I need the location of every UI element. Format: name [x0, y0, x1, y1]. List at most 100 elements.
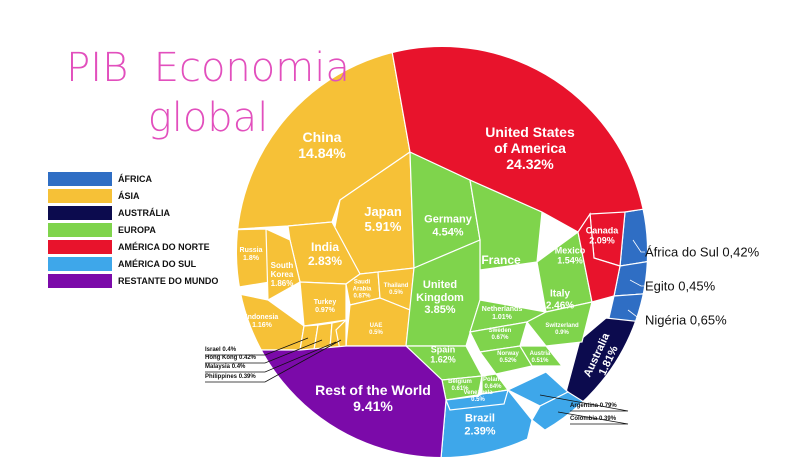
cell-label: Switzerland 0.9% — [545, 323, 578, 337]
cell-name: Switzerland — [545, 323, 579, 330]
cell-name: Italy — [549, 288, 571, 300]
legend-swatch — [48, 274, 112, 288]
cell-value: 2.09% — [589, 236, 615, 246]
legend-swatch — [48, 223, 112, 237]
cell-name: Brazil — [465, 412, 495, 425]
cell-value: 1.16% — [252, 322, 272, 329]
cell-value: 0.42% — [239, 355, 257, 361]
cell-name: África do Sul — [645, 244, 719, 260]
callout-line — [632, 239, 645, 253]
cells — [236, 46, 648, 458]
legend-swatch — [48, 257, 112, 271]
cell-value: 0.5% — [471, 397, 485, 403]
cell-label: Canada 2.09% — [586, 226, 619, 247]
cell-label: China 14.84% — [298, 129, 345, 161]
cell-name: Poland — [482, 377, 504, 384]
callout-line — [629, 279, 645, 287]
cell-value: 0.4% — [231, 364, 246, 370]
cell-label: Sweden 0.67% — [489, 328, 512, 342]
cell-name: Egito — [645, 278, 675, 294]
cell-label: Italy 2.46% — [546, 289, 574, 312]
cell-label: Japan 5.91% — [364, 204, 402, 235]
legend-label: AMÉRICA DO NORTE — [118, 242, 210, 252]
outline — [235, 45, 649, 459]
cell-name: Venezuela — [463, 390, 493, 397]
legend-swatch — [48, 240, 112, 254]
cell-value: 0.9% — [555, 330, 569, 336]
cell-label: Austria 0.51% — [530, 351, 551, 365]
cell-value: 1.8% — [243, 255, 259, 262]
cell-label: Brazil 2.39% — [464, 412, 495, 437]
cell-name: UAE — [369, 323, 383, 330]
cell-value: 0.51% — [531, 358, 549, 364]
cell-label: Russia 1.8% — [240, 247, 263, 263]
cell-value: 0,42% — [722, 244, 760, 260]
cell-label: Germany 4.54% — [424, 213, 472, 238]
cell-name: Colombia — [570, 416, 598, 422]
cell-value: 0.39% — [599, 416, 617, 422]
cell-value: 0.79% — [599, 403, 617, 409]
callout-line — [205, 339, 342, 383]
callout-label: Israel 0.4% — [205, 347, 236, 353]
cell-label: Poland 0.64% — [483, 377, 503, 391]
callout-label: Philippines 0.39% — [205, 374, 256, 380]
callout-label: Argentina 0.79% — [570, 403, 617, 409]
cell-name: Israel — [205, 347, 221, 353]
cell — [526, 301, 593, 347]
cell-label: Spain 1.62% — [430, 345, 456, 366]
cell-value: 0.52% — [499, 358, 517, 364]
callout-label: Hong Kong 0.42% — [205, 355, 256, 361]
callout-line — [557, 411, 629, 425]
cell — [577, 212, 621, 303]
cell-value: 14.84% — [298, 145, 346, 161]
callout-label: Colombia 0.39% — [570, 416, 616, 422]
cell-name: Mexico — [554, 245, 586, 256]
callout-line — [205, 337, 309, 356]
cell-name: Malaysia — [205, 364, 231, 370]
cell-value: 5.91% — [364, 219, 402, 234]
cell-name: United Kingdom — [416, 279, 464, 304]
cell-label: UAE 0.5% — [369, 323, 383, 337]
cell-name: Russia — [239, 246, 263, 254]
cell-value: 0,45% — [678, 278, 716, 294]
cell-value: 0.61% — [451, 386, 469, 392]
legend-label: RESTANTE DO MUNDO — [118, 276, 219, 286]
cell-label: Belgium 0.61% — [448, 379, 472, 393]
cell-value: 3.85% — [424, 304, 456, 317]
cell-label: United Kingdom 3.85% — [416, 279, 464, 317]
cell-value: 1.54% — [557, 256, 583, 266]
cell — [518, 345, 564, 367]
cell-name: Austria — [529, 351, 551, 358]
cell-label: Mexico 1.54% — [555, 246, 586, 267]
legend-label: AUSTRÁLIA — [118, 208, 170, 218]
cell-label: Thailand 0.5% — [384, 283, 409, 297]
cell-label: India 2.83% — [307, 240, 343, 269]
callout-label: Egito 0,45% — [645, 279, 715, 294]
cell-name: Spain — [430, 344, 456, 355]
cell-name: United States of America — [485, 123, 575, 156]
cell-name: South Korea — [270, 261, 294, 280]
callout-label: Nigéria 0,65% — [645, 313, 727, 328]
cell-label: Norway 0.52% — [497, 351, 519, 365]
cell-name: Canada — [585, 225, 619, 236]
cell-name: China — [302, 128, 342, 145]
cell-value: 24.32% — [506, 156, 554, 173]
cell-label: South Korea 1.86% — [271, 261, 294, 289]
callout-line — [627, 309, 645, 321]
cell-label: Venezuela 0.5% — [463, 390, 492, 404]
cell-value: 0.4% — [222, 347, 237, 353]
cell-name: Belgium — [448, 379, 472, 386]
cell-name: Philippines — [205, 374, 238, 380]
cell-value: 0.64% — [484, 384, 502, 390]
callout-line — [205, 339, 323, 364]
cell-value: 1.01% — [492, 314, 512, 321]
cell-value: 3.26% — [483, 267, 519, 281]
cell-name: Rest of the World — [315, 381, 431, 398]
cell-value: 1.86% — [270, 279, 294, 289]
cell-label: Netherlands 1.01% — [482, 306, 522, 322]
cell-value: 2.83% — [307, 254, 343, 268]
cell-value: 0.87% — [353, 293, 371, 300]
cell-value: 0.5% — [389, 290, 403, 296]
legend-swatch — [48, 189, 112, 203]
